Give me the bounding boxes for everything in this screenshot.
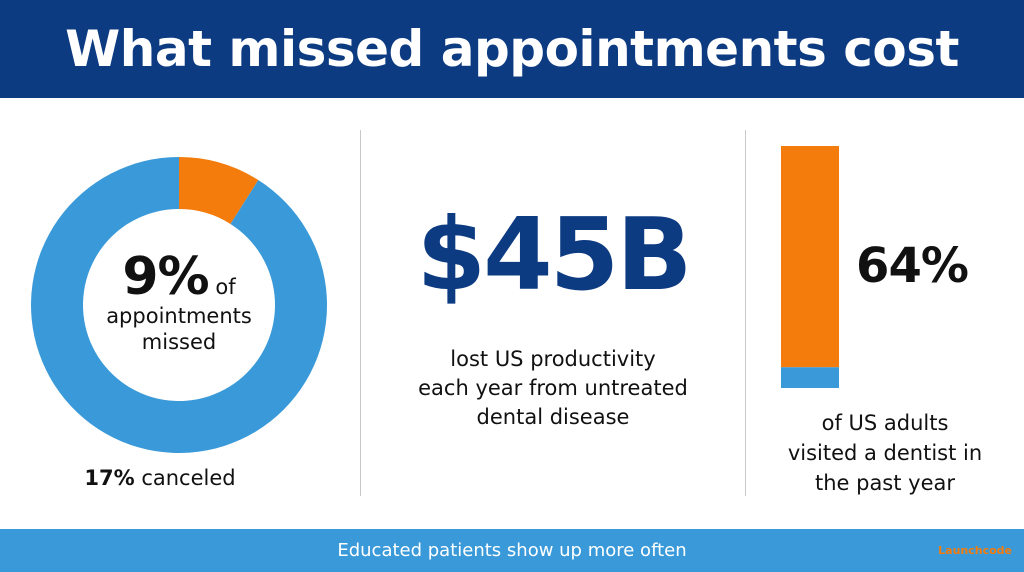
header-banner: What missed appointments cost bbox=[0, 0, 1024, 98]
page-title: What missed appointments cost bbox=[65, 20, 959, 78]
productivity-desc-line2: each year from untreated bbox=[418, 376, 688, 400]
donut-slice-missed bbox=[179, 157, 259, 224]
footer-tagline: Educated patients show up more often bbox=[337, 540, 687, 561]
productivity-desc-line1: lost US productivity bbox=[450, 347, 656, 371]
donut-chart: 9% of appointments missed bbox=[30, 156, 328, 454]
visited-desc-line3: the past year bbox=[814, 471, 956, 495]
visit-bar-svg bbox=[781, 146, 839, 388]
canceled-percent: 17% bbox=[84, 466, 135, 490]
productivity-loss-description: lost US productivity each year from untr… bbox=[380, 345, 726, 432]
visited-desc-line2: visited a dentist in bbox=[787, 441, 983, 465]
bar-segment-remainder bbox=[781, 367, 839, 388]
divider-right bbox=[745, 130, 746, 496]
missed-label-line2: missed bbox=[141, 330, 217, 354]
donut-chart-svg bbox=[30, 157, 328, 454]
divider-left bbox=[360, 130, 361, 496]
productivity-desc-line3: dental disease bbox=[476, 405, 630, 429]
visit-bar-chart bbox=[781, 146, 839, 388]
footer-banner: Educated patients show up more often Lau… bbox=[0, 529, 1024, 572]
visited-desc-line1: of US adults bbox=[821, 411, 949, 435]
missed-label-line1: appointments bbox=[106, 304, 252, 328]
bar-segment-visited bbox=[781, 146, 839, 368]
brand-logo: Launchcode bbox=[938, 544, 1012, 557]
canceled-label: canceled bbox=[134, 466, 236, 490]
productivity-loss-value: $45B bbox=[416, 196, 693, 313]
donut-slice-other bbox=[30, 157, 328, 454]
missed-percent: 9% bbox=[122, 247, 209, 307]
visited-description: of US adults visited a dentist in the pa… bbox=[760, 408, 1010, 498]
visited-percent: 64% bbox=[856, 238, 969, 294]
missed-of-text: of bbox=[215, 275, 236, 299]
canceled-stat: 17% canceled bbox=[30, 466, 290, 490]
donut-center-label: 9% of appointments missed bbox=[99, 251, 259, 355]
